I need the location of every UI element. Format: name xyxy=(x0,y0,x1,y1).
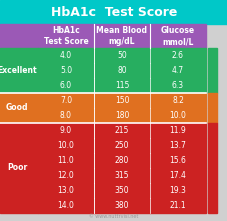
Bar xyxy=(149,24,205,48)
Bar xyxy=(38,93,94,108)
Text: 11.9: 11.9 xyxy=(169,126,185,135)
Text: 6.3: 6.3 xyxy=(171,81,183,90)
Bar xyxy=(0,63,38,78)
Bar xyxy=(94,153,149,168)
Bar xyxy=(0,168,38,183)
Text: 7.0: 7.0 xyxy=(60,96,72,105)
Text: 380: 380 xyxy=(114,201,129,210)
Bar xyxy=(38,123,94,138)
Text: 10.0: 10.0 xyxy=(57,141,74,150)
Bar xyxy=(94,24,149,48)
Text: 5.0: 5.0 xyxy=(60,66,72,75)
Bar xyxy=(94,48,149,63)
Text: 2.6: 2.6 xyxy=(171,51,183,60)
Text: 13.0: 13.0 xyxy=(57,186,74,195)
Bar xyxy=(207,93,216,123)
Bar xyxy=(38,48,94,63)
Text: HbA1c  Test Score: HbA1c Test Score xyxy=(51,6,176,19)
Text: 14.0: 14.0 xyxy=(57,201,74,210)
Bar xyxy=(94,93,149,108)
Polygon shape xyxy=(2,101,42,115)
Bar xyxy=(94,78,149,93)
Bar xyxy=(0,24,38,48)
Text: 280: 280 xyxy=(114,156,129,165)
Bar xyxy=(38,108,94,123)
Text: 4.7: 4.7 xyxy=(171,66,183,75)
Text: 15.6: 15.6 xyxy=(169,156,186,165)
Text: 8.2: 8.2 xyxy=(171,96,183,105)
Text: 180: 180 xyxy=(114,111,129,120)
Bar xyxy=(38,63,94,78)
Bar xyxy=(149,168,205,183)
Bar xyxy=(0,93,38,108)
Bar xyxy=(149,78,205,93)
Bar xyxy=(149,198,205,213)
Bar xyxy=(38,78,94,93)
Text: 19.3: 19.3 xyxy=(169,186,186,195)
Text: Excellent: Excellent xyxy=(0,66,37,75)
Polygon shape xyxy=(2,64,42,77)
Text: 215: 215 xyxy=(114,126,129,135)
Text: 6.0: 6.0 xyxy=(60,81,72,90)
Bar xyxy=(38,153,94,168)
Text: 50: 50 xyxy=(117,51,126,60)
Bar xyxy=(94,138,149,153)
Bar xyxy=(0,0,227,24)
Bar xyxy=(94,183,149,198)
Text: 12.0: 12.0 xyxy=(57,171,74,180)
Text: 9.0: 9.0 xyxy=(60,126,72,135)
Text: 350: 350 xyxy=(114,186,129,195)
Bar xyxy=(0,48,38,63)
Bar xyxy=(38,183,94,198)
Text: 10.0: 10.0 xyxy=(169,111,186,120)
Text: 250: 250 xyxy=(114,141,129,150)
Text: 11.0: 11.0 xyxy=(57,156,74,165)
Bar xyxy=(94,108,149,123)
Bar xyxy=(149,93,205,108)
Text: 80: 80 xyxy=(117,66,126,75)
Text: 17.4: 17.4 xyxy=(169,171,186,180)
Text: Poor: Poor xyxy=(7,164,27,173)
Bar xyxy=(38,24,94,48)
Polygon shape xyxy=(2,161,42,175)
Bar xyxy=(207,48,216,93)
Bar xyxy=(149,153,205,168)
Text: 21.1: 21.1 xyxy=(169,201,185,210)
Bar xyxy=(94,168,149,183)
Text: 8.0: 8.0 xyxy=(60,111,72,120)
Text: Mean Blood
mg/dL: Mean Blood mg/dL xyxy=(96,26,147,46)
Text: © www.nuttrvisi.net: © www.nuttrvisi.net xyxy=(89,215,138,219)
Text: Glucose
mmol/L: Glucose mmol/L xyxy=(160,26,194,46)
Text: 13.7: 13.7 xyxy=(169,141,186,150)
Bar xyxy=(0,153,38,168)
Bar xyxy=(94,123,149,138)
Bar xyxy=(0,198,38,213)
Bar xyxy=(0,108,38,123)
Bar xyxy=(149,108,205,123)
Bar xyxy=(38,138,94,153)
Text: HbA1c
Test Score: HbA1c Test Score xyxy=(43,26,88,46)
Bar xyxy=(149,183,205,198)
Text: 115: 115 xyxy=(114,81,129,90)
Text: 4.0: 4.0 xyxy=(60,51,72,60)
Text: 315: 315 xyxy=(114,171,129,180)
Bar xyxy=(149,48,205,63)
Bar xyxy=(207,123,216,213)
Bar xyxy=(149,138,205,153)
Text: 150: 150 xyxy=(114,96,129,105)
Bar xyxy=(94,63,149,78)
Bar xyxy=(0,138,38,153)
Bar xyxy=(0,78,38,93)
Bar xyxy=(94,198,149,213)
Bar xyxy=(0,123,38,138)
Bar xyxy=(149,123,205,138)
Bar xyxy=(38,168,94,183)
Bar xyxy=(38,198,94,213)
Bar xyxy=(149,63,205,78)
Text: Good: Good xyxy=(6,103,28,112)
Bar xyxy=(0,183,38,198)
